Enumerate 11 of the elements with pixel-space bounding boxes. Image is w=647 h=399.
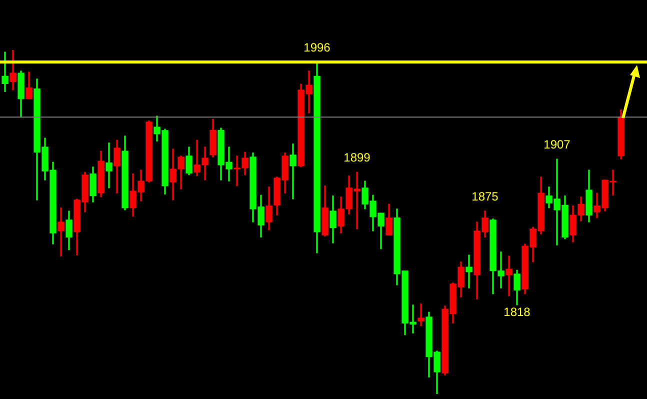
candlestick xyxy=(58,208,64,256)
candlestick xyxy=(106,142,112,188)
annotation: 1818 xyxy=(504,305,531,320)
candlestick xyxy=(290,144,296,200)
candlestick xyxy=(506,256,512,296)
annotation: 1907 xyxy=(544,137,571,152)
annotation: 1996 xyxy=(304,40,331,54)
candlestick xyxy=(418,304,424,326)
annotation: 1899 xyxy=(344,150,371,164)
candlestick xyxy=(466,254,472,288)
annotation: 1875 xyxy=(472,189,499,204)
